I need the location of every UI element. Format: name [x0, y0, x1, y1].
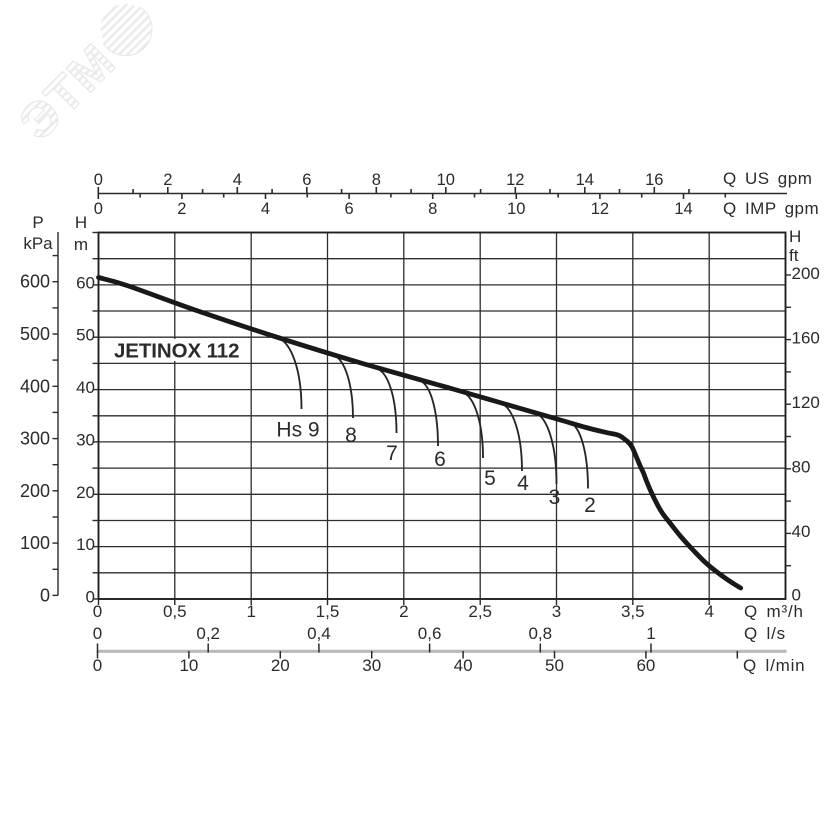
svg-text:6: 6 [434, 448, 446, 471]
svg-text:10: 10 [179, 656, 198, 675]
svg-text:0: 0 [93, 656, 102, 675]
svg-text:0,6: 0,6 [418, 624, 442, 643]
svg-text:2: 2 [584, 494, 596, 517]
svg-text:6: 6 [302, 171, 311, 189]
svg-text:7: 7 [386, 442, 398, 465]
svg-text:Q US gpm: Q US gpm [723, 169, 812, 188]
svg-text:m: m [74, 235, 88, 254]
svg-text:4: 4 [233, 171, 242, 189]
svg-text:0: 0 [93, 624, 102, 643]
svg-text:Q l/min: Q l/min [743, 656, 805, 675]
svg-text:0: 0 [40, 585, 50, 605]
svg-text:300: 300 [20, 429, 50, 449]
svg-text:Q IMP gpm: Q IMP gpm [723, 199, 819, 218]
svg-text:H: H [75, 213, 87, 232]
svg-text:4: 4 [517, 472, 529, 495]
svg-text:14: 14 [576, 171, 594, 189]
svg-text:600: 600 [20, 272, 50, 292]
svg-text:0: 0 [94, 200, 103, 218]
svg-text:200: 200 [792, 264, 820, 283]
svg-text:P: P [32, 213, 43, 232]
svg-text:0,5: 0,5 [163, 602, 187, 621]
svg-text:8: 8 [372, 171, 381, 189]
svg-text:3,5: 3,5 [621, 602, 645, 621]
svg-text:50: 50 [545, 656, 564, 675]
svg-text:2: 2 [399, 602, 408, 621]
svg-text:0: 0 [93, 602, 102, 621]
svg-text:60: 60 [636, 656, 655, 675]
svg-text:0: 0 [792, 585, 801, 604]
svg-text:80: 80 [792, 458, 811, 477]
svg-text:12: 12 [506, 171, 524, 189]
svg-text:4: 4 [704, 602, 713, 621]
svg-text:2,5: 2,5 [468, 602, 492, 621]
svg-text:20: 20 [271, 656, 290, 675]
svg-text:30: 30 [362, 656, 381, 675]
svg-text:3: 3 [549, 486, 561, 509]
svg-text:400: 400 [20, 376, 50, 396]
svg-text:2: 2 [177, 200, 186, 218]
svg-text:2: 2 [163, 171, 172, 189]
svg-text:1: 1 [246, 602, 255, 621]
svg-text:0: 0 [94, 171, 103, 189]
svg-text:8: 8 [428, 200, 437, 218]
svg-text:160: 160 [792, 328, 820, 347]
svg-text:0: 0 [86, 588, 95, 607]
svg-text:30: 30 [76, 430, 95, 449]
svg-text:Q m³/h: Q m³/h [744, 602, 804, 621]
svg-text:JETINOX 112: JETINOX 112 [114, 340, 239, 363]
svg-text:500: 500 [20, 324, 50, 344]
svg-text:10: 10 [507, 200, 525, 218]
svg-text:40: 40 [792, 522, 811, 541]
svg-text:Hs 9: Hs 9 [276, 419, 319, 442]
svg-text:0,2: 0,2 [196, 624, 220, 643]
svg-text:0,4: 0,4 [307, 624, 331, 643]
svg-text:120: 120 [792, 393, 820, 412]
svg-text:3: 3 [552, 602, 561, 621]
svg-text:40: 40 [76, 378, 95, 397]
svg-text:6: 6 [345, 200, 354, 218]
svg-text:H: H [789, 227, 801, 246]
svg-text:100: 100 [20, 533, 50, 553]
svg-text:60: 60 [76, 273, 95, 292]
svg-text:10: 10 [76, 535, 95, 554]
svg-text:8: 8 [345, 424, 357, 447]
svg-text:kPa: kPa [23, 234, 53, 253]
svg-text:10: 10 [437, 171, 455, 189]
svg-text:Q l/s: Q l/s [744, 624, 786, 643]
svg-text:12: 12 [591, 200, 609, 218]
svg-text:1: 1 [646, 624, 655, 643]
svg-text:ЭТМ: ЭТМ [8, 33, 126, 151]
svg-text:5: 5 [484, 467, 496, 490]
svg-text:1,5: 1,5 [316, 602, 340, 621]
svg-text:14: 14 [674, 200, 692, 218]
svg-text:200: 200 [20, 481, 50, 501]
svg-text:4: 4 [261, 200, 270, 218]
svg-text:16: 16 [645, 171, 663, 189]
svg-text:ft: ft [789, 246, 799, 265]
svg-text:50: 50 [76, 326, 95, 345]
svg-text:40: 40 [454, 656, 473, 675]
svg-text:0,8: 0,8 [528, 624, 552, 643]
svg-text:20: 20 [76, 483, 95, 502]
